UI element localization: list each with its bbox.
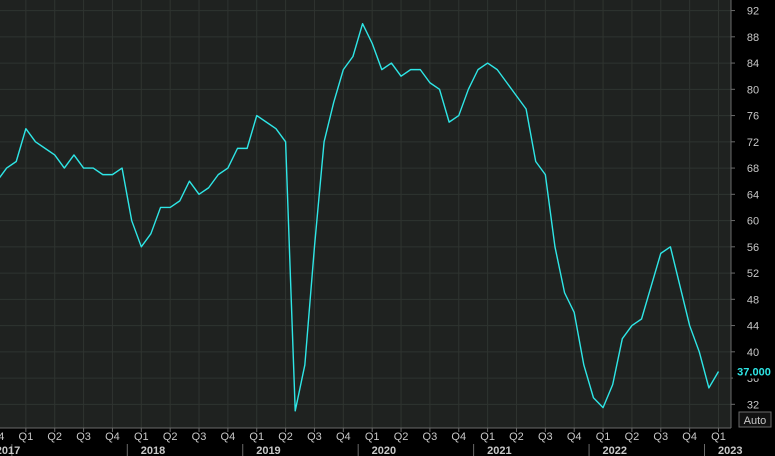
year-label: 2017 [0,445,20,456]
x-tick-label: Q3 [192,431,207,443]
last-value-badge [733,364,775,379]
y-tick-label: 92 [747,6,759,18]
year-label: 2018 [141,445,165,456]
x-tick-label: Q4 [336,431,351,443]
x-tick-label: Q1 [711,431,726,443]
last-value-layer: 37.000 Auto [733,364,775,428]
y-tick-label: 40 [747,347,759,359]
y-tick-label: 56 [747,242,759,254]
y-tick-label: 44 [747,321,759,333]
x-tick-label: Q3 [76,431,91,443]
auto-scale-button[interactable] [738,411,772,428]
y-tick-label: 32 [747,399,759,411]
x-tick-label: Q1 [19,431,34,443]
x-tick-label: Q3 [653,431,668,443]
year-label: 2022 [603,445,627,456]
y-tick-label: 72 [747,137,759,149]
y-tick-label: 84 [747,58,759,70]
x-tick-label: Q1 [249,431,264,443]
x-tick-label: Q1 [596,431,611,443]
x-tick-label: Q3 [423,431,438,443]
y-tick-label: 60 [747,216,759,228]
y-tick-label: 64 [747,189,759,201]
last-value-label: 37.000 [737,367,771,379]
year-label: 2023 [718,445,742,456]
x-tick-label: Q4 [221,431,236,443]
series-layer [0,22,720,412]
x-tick-label: Q2 [509,431,524,443]
year-label: 2019 [256,445,280,456]
y-tick-label: 80 [747,84,759,96]
x-tick-label: Q1 [480,431,495,443]
x-tick-label: Q4 [567,431,582,443]
grid-lines [0,0,731,428]
x-tick-label: Q4 [682,431,697,443]
x-tick-label: Q1 [134,431,149,443]
x-tick-label: Q4 [105,431,120,443]
y-tick-label: 76 [747,111,759,123]
x-tick-label: Q2 [278,431,293,443]
year-label: 2020 [372,445,396,456]
series-line [0,22,720,412]
x-axis: Q4 Q1 Q2 Q3 Q4 Q1 Q2 Q3 Q4 Q1 Q2 Q3 Q4 Q1 Q2 Q3 Q4 Q1 Q2 Q3… [0,427,742,456]
y-tick-label: 52 [747,268,759,280]
x-tick-label: Q2 [47,431,62,443]
y-tick-label: 88 [747,32,759,44]
x-tick-label: Q2 [625,431,640,443]
x-tick-label: Q4 [0,431,4,443]
x-tick-label: Q3 [538,431,553,443]
auto-scale-label: Auto [744,415,767,427]
x-tick-label: Q1 [365,431,380,443]
x-tick-label: Q2 [163,431,178,443]
plot-area [0,0,731,428]
y-tick-label: 68 [747,163,759,175]
x-tick-label: Q4 [451,431,466,443]
year-label: 2021 [487,445,511,456]
y-tick-label: 48 [747,294,759,306]
x-tick-label: Q2 [394,431,409,443]
x-tick-label: Q3 [307,431,322,443]
